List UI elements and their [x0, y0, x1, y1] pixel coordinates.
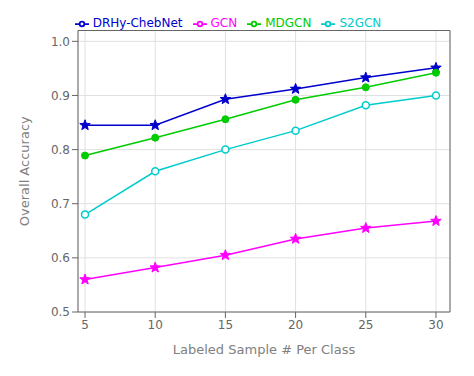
- svg-text:0.7: 0.7: [51, 197, 70, 211]
- html-text:GCN: GCN: [210, 16, 238, 30]
- svg-text:Labeled Sample # Per Class: Labeled Sample # Per Class: [173, 342, 356, 357]
- svg-text:0.6: 0.6: [51, 251, 70, 265]
- svg-text:15: 15: [218, 318, 233, 332]
- svg-text:30: 30: [428, 318, 443, 332]
- svg-text:10: 10: [148, 318, 163, 332]
- svg-text:1.0: 1.0: [51, 35, 70, 49]
- svg-text:0.8: 0.8: [51, 143, 70, 157]
- html-text:DRHy-ChebNet: DRHy-ChebNet: [92, 16, 183, 30]
- svg-text:20: 20: [288, 318, 303, 332]
- svg-text:0.9: 0.9: [51, 89, 70, 103]
- html-text:S2GCN: S2GCN: [339, 16, 382, 30]
- html-text:MDGCN: MDGCN: [265, 16, 312, 30]
- svg-text:5: 5: [81, 318, 89, 332]
- svg-text:25: 25: [358, 318, 373, 332]
- svg-text:Overall Accuracy: Overall Accuracy: [17, 116, 32, 226]
- svg-text:0.5: 0.5: [51, 305, 70, 319]
